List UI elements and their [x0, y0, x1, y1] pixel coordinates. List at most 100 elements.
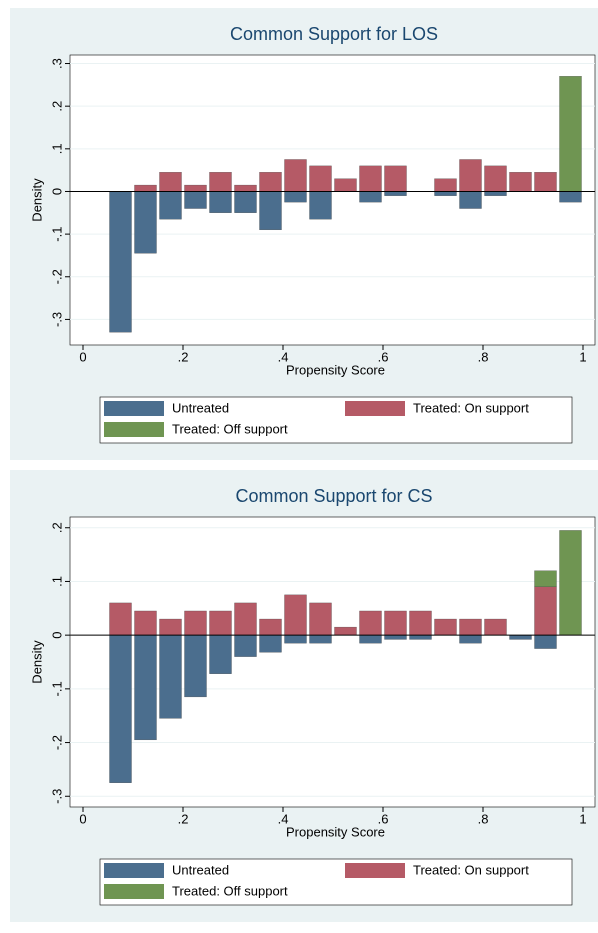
bar — [309, 165, 332, 192]
bar — [484, 191, 507, 196]
y-tick-label: 0 — [49, 632, 64, 639]
legend-box — [99, 858, 573, 906]
bar — [159, 634, 182, 719]
bar — [484, 618, 507, 636]
y-tick-label: .1 — [49, 143, 64, 154]
bar — [234, 602, 257, 636]
y-tick-label: .1 — [49, 576, 64, 587]
bar — [184, 184, 207, 192]
bar — [284, 594, 307, 636]
x-axis-label: Propensity Score — [286, 362, 385, 377]
chart-title: Common Support for CS — [235, 486, 432, 506]
bar — [409, 610, 432, 636]
legend-swatch — [104, 401, 164, 416]
bar — [259, 634, 282, 653]
bar — [184, 610, 207, 636]
bar — [384, 610, 407, 636]
bar — [434, 178, 457, 192]
bar — [434, 191, 457, 196]
y-tick-label: -.3 — [49, 789, 64, 804]
y-axis-label: Density — [29, 178, 44, 222]
x-axis-label: Propensity Score — [286, 824, 385, 839]
bar — [209, 634, 232, 674]
bar — [334, 626, 357, 636]
legend-label: Treated: Off support — [172, 421, 288, 436]
bar — [559, 76, 582, 192]
y-tick-label: .3 — [49, 58, 64, 69]
bar — [184, 634, 207, 698]
bar — [284, 159, 307, 192]
y-tick-label: 0 — [49, 188, 64, 195]
legend-swatch — [104, 884, 164, 899]
bar — [384, 191, 407, 196]
bar — [259, 172, 282, 192]
bar — [259, 618, 282, 636]
bar — [459, 191, 482, 209]
bar — [359, 610, 382, 636]
bar — [384, 165, 407, 192]
bar — [509, 172, 532, 192]
y-tick-label: -.1 — [49, 681, 64, 696]
bar — [109, 634, 132, 783]
bar — [209, 172, 232, 192]
x-tick-label: 0 — [79, 349, 86, 364]
bar — [309, 634, 332, 644]
legend-swatch — [104, 422, 164, 437]
x-tick-label: 0 — [79, 811, 86, 826]
plot-area — [69, 516, 596, 808]
bar — [309, 602, 332, 636]
y-tick-label: -.1 — [49, 227, 64, 242]
bar — [534, 172, 557, 192]
y-tick-label: -.2 — [49, 269, 64, 284]
legend-swatch — [104, 863, 164, 878]
bar — [259, 191, 282, 231]
x-tick-label: .6 — [378, 349, 389, 364]
bar — [309, 191, 332, 220]
bar — [159, 618, 182, 636]
x-tick-label: .4 — [278, 349, 289, 364]
bar — [234, 191, 257, 213]
bar — [559, 191, 582, 203]
legend-box — [99, 396, 573, 444]
bar — [134, 610, 157, 636]
x-tick-label: .2 — [178, 811, 189, 826]
bar — [484, 165, 507, 192]
bar — [509, 634, 532, 640]
bar — [109, 191, 132, 333]
x-tick-label: 1 — [579, 811, 586, 826]
bar — [209, 191, 232, 213]
y-tick-label: -.3 — [49, 312, 64, 327]
bar — [534, 586, 557, 636]
bar — [284, 191, 307, 203]
bar — [359, 634, 382, 644]
legend-label: Treated: Off support — [172, 883, 288, 898]
bar — [559, 530, 582, 636]
y-tick-label: .2 — [49, 101, 64, 112]
legend-label: Treated: On support — [413, 862, 529, 877]
x-tick-label: 1 — [579, 349, 586, 364]
bar — [384, 634, 407, 640]
y-tick-label: .2 — [49, 522, 64, 533]
x-tick-label: .8 — [478, 811, 489, 826]
y-tick-label: -.2 — [49, 735, 64, 750]
bar — [234, 184, 257, 192]
bar — [184, 191, 207, 209]
legend-swatch — [345, 863, 405, 878]
legend-label: Treated: On support — [413, 400, 529, 415]
bar — [459, 634, 482, 644]
bar — [109, 602, 132, 636]
legend-label: Untreated — [172, 400, 229, 415]
y-axis-label: Density — [29, 640, 44, 684]
bar — [134, 184, 157, 192]
legend-label: Untreated — [172, 862, 229, 877]
x-tick-label: .8 — [478, 349, 489, 364]
bar — [534, 570, 557, 587]
bar — [459, 618, 482, 636]
bar — [359, 165, 382, 192]
bar — [134, 634, 157, 741]
bar — [534, 634, 557, 649]
bar — [284, 634, 307, 644]
x-tick-label: .6 — [378, 811, 389, 826]
chart-title: Common Support for LOS — [230, 24, 438, 44]
